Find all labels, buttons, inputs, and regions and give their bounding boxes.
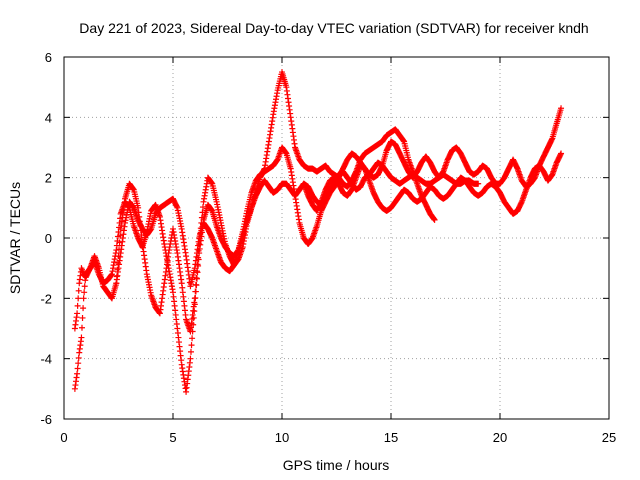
data-point — [74, 370, 81, 377]
data-point — [74, 310, 81, 317]
data-point — [189, 335, 196, 342]
y-tick-label: -4 — [40, 352, 52, 367]
data-point — [75, 360, 82, 367]
tick-layer: 0 5 10 15 20 25 -6 -4 -2 0 2 4 6 — [40, 50, 616, 445]
data-point — [192, 288, 199, 295]
data-point — [79, 314, 86, 321]
data-point — [187, 355, 194, 362]
y-tick-label: 6 — [45, 50, 52, 65]
y-tick-label: -2 — [40, 291, 52, 306]
data-point — [475, 180, 482, 187]
data-point — [81, 283, 88, 290]
data-point — [78, 324, 85, 331]
data-series — [300, 150, 565, 217]
y-tick-label: -6 — [40, 412, 52, 427]
data-point — [74, 302, 81, 309]
data-point — [558, 150, 565, 157]
x-tick-label: 25 — [602, 430, 616, 445]
x-tick-label: 15 — [384, 430, 398, 445]
data-point — [190, 314, 197, 321]
data-point — [75, 295, 82, 302]
x-tick-label: 10 — [275, 430, 289, 445]
y-tick-label: 0 — [45, 231, 52, 246]
data-point — [191, 301, 198, 308]
data-point — [82, 277, 89, 284]
data-point — [191, 308, 198, 315]
data-series — [113, 105, 565, 290]
y-tick-label: 2 — [45, 171, 52, 186]
x-tick-label: 5 — [169, 430, 176, 445]
data-point — [80, 295, 87, 302]
data-point — [193, 282, 200, 289]
data-point — [193, 275, 200, 282]
data-layer — [71, 69, 565, 395]
x-tick-label: 0 — [60, 430, 67, 445]
data-point — [189, 328, 196, 335]
data-point — [74, 365, 81, 372]
x-axis-label: GPS time / hours — [283, 457, 390, 473]
data-point — [78, 334, 85, 341]
data-point — [75, 354, 82, 361]
data-point — [80, 305, 87, 312]
data-point — [192, 294, 199, 301]
data-point — [187, 348, 194, 355]
data-point — [190, 321, 197, 328]
data-point — [75, 287, 82, 294]
y-axis-label: SDTVAR / TECUs — [7, 182, 23, 294]
data-point — [431, 216, 438, 223]
y-tick-label: 4 — [45, 110, 52, 125]
chart-title: Day 221 of 2023, Sidereal Day-to-day VTE… — [79, 20, 588, 36]
data-point — [558, 105, 565, 112]
data-point — [188, 342, 195, 349]
data-point — [81, 289, 88, 296]
x-tick-label: 20 — [493, 430, 507, 445]
data-series — [71, 159, 482, 395]
